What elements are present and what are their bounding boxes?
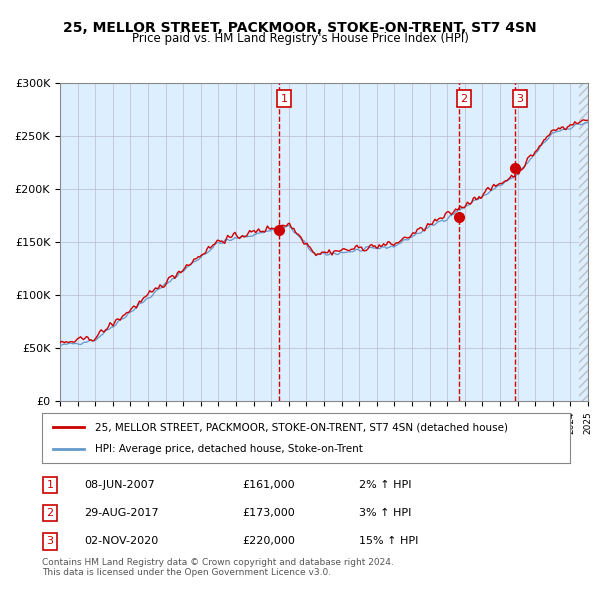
Text: 25, MELLOR STREET, PACKMOOR, STOKE-ON-TRENT, ST7 4SN (detached house): 25, MELLOR STREET, PACKMOOR, STOKE-ON-TR… [95, 422, 508, 432]
Text: £173,000: £173,000 [242, 508, 295, 518]
Text: 1: 1 [46, 480, 53, 490]
Text: Price paid vs. HM Land Registry's House Price Index (HPI): Price paid vs. HM Land Registry's House … [131, 32, 469, 45]
Text: £220,000: £220,000 [242, 536, 296, 546]
Text: 08-JUN-2007: 08-JUN-2007 [84, 480, 155, 490]
Text: HPI: Average price, detached house, Stoke-on-Trent: HPI: Average price, detached house, Stok… [95, 444, 362, 454]
Bar [579, 83, 588, 401]
Text: 25, MELLOR STREET, PACKMOOR, STOKE-ON-TRENT, ST7 4SN: 25, MELLOR STREET, PACKMOOR, STOKE-ON-TR… [63, 21, 537, 35]
Text: 29-AUG-2017: 29-AUG-2017 [84, 508, 159, 518]
Text: 3% ↑ HPI: 3% ↑ HPI [359, 508, 411, 518]
Text: 2: 2 [46, 508, 53, 518]
Text: 15% ↑ HPI: 15% ↑ HPI [359, 536, 418, 546]
Text: This data is licensed under the Open Government Licence v3.0.: This data is licensed under the Open Gov… [42, 568, 331, 576]
Text: 2: 2 [461, 94, 467, 103]
Text: £161,000: £161,000 [242, 480, 295, 490]
Text: 3: 3 [517, 94, 524, 103]
Text: 02-NOV-2020: 02-NOV-2020 [84, 536, 158, 546]
Text: Contains HM Land Registry data © Crown copyright and database right 2024.: Contains HM Land Registry data © Crown c… [42, 558, 394, 566]
Text: 3: 3 [46, 536, 53, 546]
Text: 2% ↑ HPI: 2% ↑ HPI [359, 480, 412, 490]
Text: 1: 1 [281, 94, 288, 103]
